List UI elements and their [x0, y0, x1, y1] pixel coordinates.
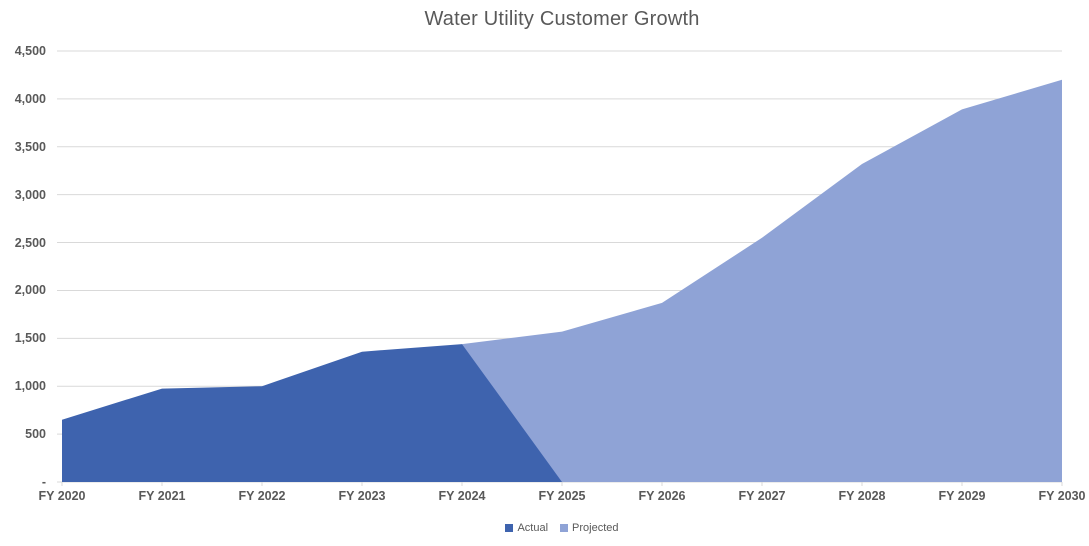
- legend-item: Projected: [560, 522, 619, 534]
- chart-title: Water Utility Customer Growth: [424, 8, 700, 30]
- legend-label: Projected: [572, 522, 619, 534]
- legend-item: Actual: [505, 522, 548, 534]
- legend-swatch: [560, 524, 569, 532]
- area-actual: [62, 344, 562, 482]
- area-projected: [462, 79, 1062, 482]
- legend: Actual Projected: [62, 520, 1062, 536]
- legend-swatch: [505, 524, 514, 532]
- legend-label: Actual: [517, 522, 549, 534]
